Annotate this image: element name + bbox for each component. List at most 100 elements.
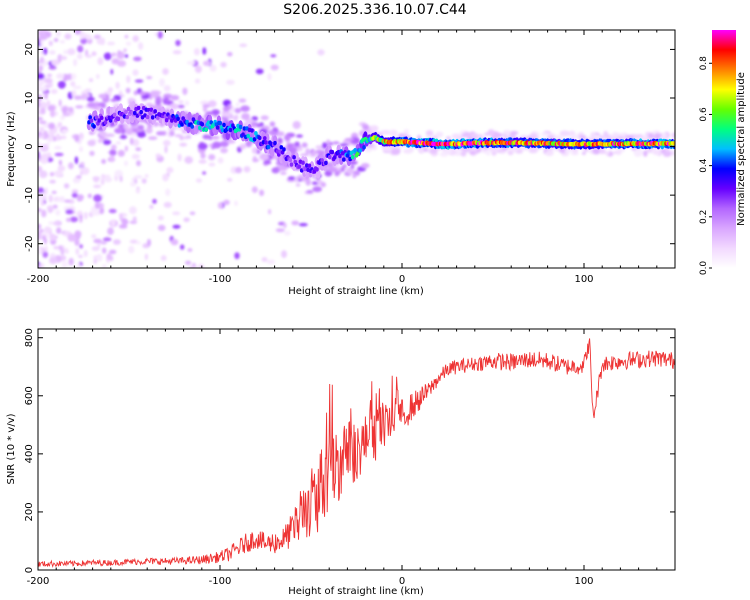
noise-blob	[74, 230, 82, 239]
noise-blob	[175, 39, 181, 47]
ridge-halo-blob	[88, 131, 95, 135]
ridge-halo-blob	[564, 148, 572, 154]
ridge-halo-blob	[284, 134, 291, 141]
ridge-halo-blob	[145, 127, 153, 134]
noise-blob	[38, 73, 45, 80]
ridge-halo-blob	[528, 133, 538, 139]
noise-blob	[47, 105, 56, 112]
ridge-halo-blob	[361, 123, 367, 128]
ridge-core	[200, 122, 205, 127]
noise-blob	[44, 77, 53, 84]
snr-y-tick-label: 600	[24, 386, 35, 405]
noise-blob	[183, 217, 190, 223]
ridge-core	[362, 145, 366, 150]
noise-blob	[162, 173, 169, 182]
spectrogram-axes-frame	[37, 29, 676, 269]
ridge-core	[264, 140, 268, 145]
ridge-core	[330, 149, 335, 155]
noise-blob	[202, 171, 207, 175]
ridge-halo-blob	[124, 128, 134, 135]
ridge-core	[139, 109, 143, 115]
noise-blob	[126, 75, 131, 84]
ridge-halo-blob	[155, 98, 162, 106]
noise-blob	[76, 53, 83, 60]
noise-blob	[270, 64, 279, 71]
ridge-core	[301, 160, 305, 165]
noise-blob	[159, 79, 165, 87]
noise-blob	[64, 199, 71, 203]
noise-blob	[58, 245, 63, 250]
spectrogram-x-tick-label: 100	[574, 274, 593, 285]
colorbar-tick-label: 0.0	[699, 261, 709, 276]
ridge-halo-blob	[503, 130, 511, 135]
ridge-halo-blob	[127, 97, 136, 103]
noise-blob	[38, 263, 41, 268]
ridge-core	[297, 164, 302, 169]
noise-blob	[72, 85, 82, 89]
ridge-core	[156, 115, 160, 120]
noise-blob	[57, 54, 63, 62]
noise-blob	[157, 31, 163, 39]
noise-blob	[93, 258, 97, 264]
snr-y-tick-label: 400	[24, 444, 35, 463]
noise-blob	[83, 33, 89, 39]
noise-blob	[79, 31, 86, 40]
ridge-halo-blob	[87, 102, 97, 108]
noise-blob	[83, 250, 88, 257]
noise-blob	[38, 100, 41, 108]
ridge-halo-blob	[320, 182, 326, 188]
ridge-halo-blob	[451, 133, 462, 139]
noise-blob	[91, 246, 100, 251]
noise-blob	[47, 73, 52, 78]
noise-blob	[79, 171, 83, 176]
noise-blob	[298, 223, 308, 227]
noise-blob	[239, 43, 248, 48]
ridge-halo-blob	[102, 139, 112, 145]
noise-blob	[144, 174, 149, 178]
noise-blob	[102, 247, 107, 254]
noise-blob	[184, 100, 190, 106]
ridge-halo-blob	[327, 167, 338, 173]
noise-blob	[149, 204, 154, 209]
noise-blob	[71, 73, 77, 80]
ridge-halo-blob	[132, 127, 139, 133]
ridge-core	[338, 153, 342, 159]
noise-blob	[44, 92, 48, 100]
ridge-outer	[265, 133, 270, 143]
noise-blob	[129, 239, 138, 244]
noise-blob	[117, 50, 121, 55]
noise-blob	[251, 186, 258, 193]
noise-blob	[74, 238, 80, 246]
noise-blob	[51, 190, 57, 194]
colorbar-ticks: 0.0 0.2 0.4 0.6 0.8	[699, 56, 712, 275]
noise-blob	[165, 188, 171, 196]
ridge-halo-blob	[211, 109, 220, 116]
ridge-halo-blob	[220, 147, 228, 154]
ridge-core	[305, 163, 309, 168]
ridge-halo-blob	[123, 122, 129, 130]
ridge-halo-blob	[170, 95, 180, 101]
noise-blob	[109, 154, 115, 163]
ridge-core	[252, 137, 257, 142]
ridge-halo-blob	[579, 135, 587, 139]
noise-blob	[60, 248, 65, 256]
ridge-core	[209, 120, 214, 125]
noise-blob	[44, 187, 48, 195]
snr-ticks: -200 -100 0 100 0 200 400 600 800	[24, 328, 675, 587]
ridge-outer	[187, 111, 192, 121]
ridge-halo-blob	[305, 148, 311, 156]
ridge-core	[266, 144, 271, 150]
noise-blob	[49, 172, 55, 177]
ridge-core	[97, 118, 101, 123]
noise-blob	[61, 260, 68, 268]
ridge-halo-blob	[294, 141, 300, 147]
snr-y-tick-label: 200	[24, 502, 35, 521]
ridge-halo-blob	[301, 142, 308, 148]
ridge-core	[353, 148, 358, 153]
noise-blob	[198, 159, 207, 164]
noise-blob	[40, 51, 44, 55]
noise-blob	[119, 175, 123, 183]
ridge-halo-blob	[581, 151, 586, 155]
noise-blob	[100, 241, 107, 245]
noise-blob	[68, 162, 74, 170]
